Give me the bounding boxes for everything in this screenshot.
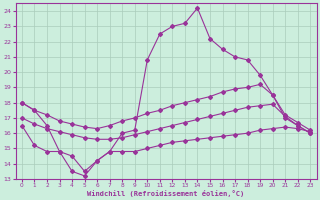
X-axis label: Windchill (Refroidissement éolien,°C): Windchill (Refroidissement éolien,°C) — [87, 190, 245, 197]
